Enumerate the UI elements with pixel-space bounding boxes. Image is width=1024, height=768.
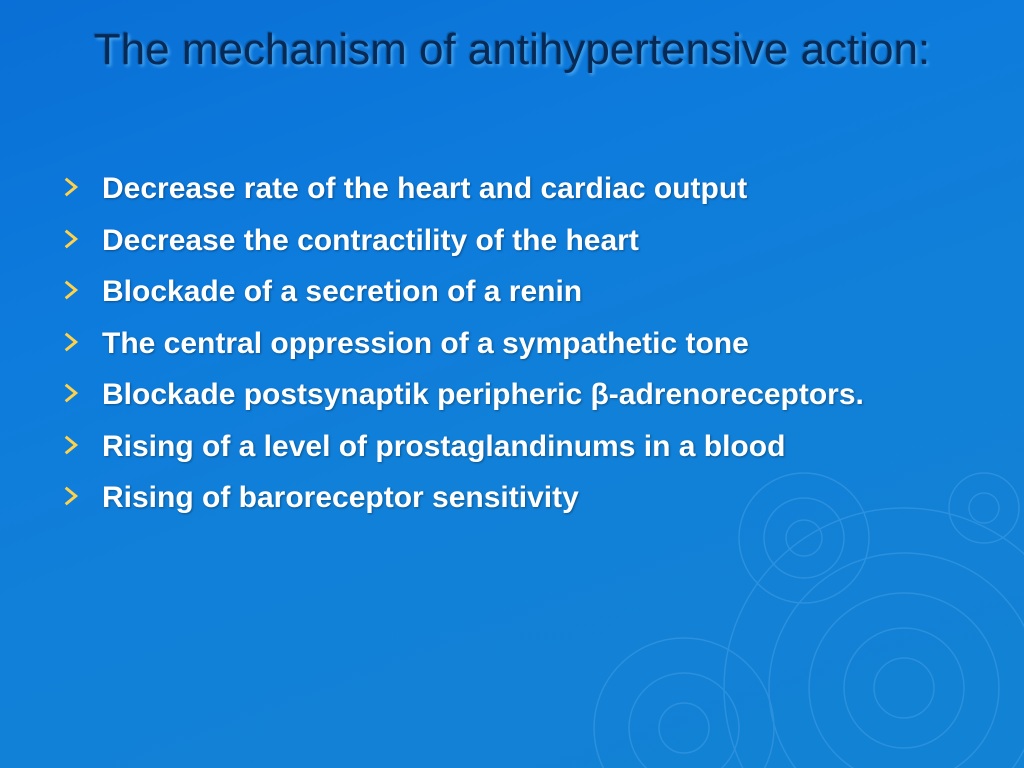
list-item: Rising of a level of prostaglandinums in… — [56, 428, 968, 466]
list-item-text: Rising of baroreceptor sensitivity — [102, 481, 579, 514]
list-item-text: Blockade postsynaptik peripheric β-adren… — [102, 378, 864, 411]
chevron-right-icon — [62, 485, 84, 507]
list-item-text: Blockade of a secretion of a renin — [102, 275, 582, 308]
list-item: Decrease rate of the heart and cardiac o… — [56, 170, 968, 208]
list-item: Blockade postsynaptik peripheric β-adren… — [56, 376, 968, 414]
list-item: Blockade of a secretion of a renin — [56, 273, 968, 311]
slide-title: The mechanism of antihypertensive action… — [0, 24, 1024, 76]
list-item: The central oppression of a sympathetic … — [56, 325, 968, 363]
slide: The mechanism of antihypertensive action… — [0, 0, 1024, 768]
list-item: Decrease the contractility of the heart — [56, 222, 968, 260]
bullet-list: Decrease rate of the heart and cardiac o… — [56, 170, 968, 517]
list-item-text: Decrease rate of the heart and cardiac o… — [102, 172, 747, 205]
list-item-text: The central oppression of a sympathetic … — [102, 327, 749, 360]
list-item-text: Rising of a level of prostaglandinums in… — [102, 430, 785, 463]
chevron-right-icon — [62, 279, 84, 301]
chevron-right-icon — [62, 176, 84, 198]
list-item: Rising of baroreceptor sensitivity — [56, 479, 968, 517]
chevron-right-icon — [62, 434, 84, 456]
chevron-right-icon — [62, 382, 84, 404]
slide-body: Decrease rate of the heart and cardiac o… — [56, 170, 968, 531]
chevron-right-icon — [62, 331, 84, 353]
list-item-text: Decrease the contractility of the heart — [102, 224, 639, 257]
chevron-right-icon — [62, 228, 84, 250]
